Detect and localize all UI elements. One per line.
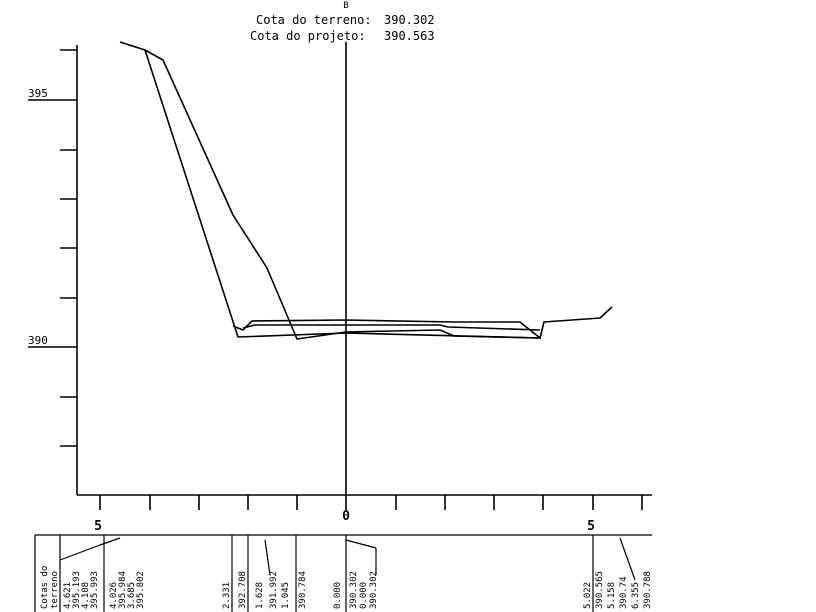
- table-cell: 390.565: [595, 571, 605, 609]
- table-cell: 0.000: [333, 582, 343, 609]
- profile-lines: [119, 41, 613, 340]
- y-label-395: 395: [28, 87, 48, 100]
- x-label-left-5: 5: [94, 519, 102, 534]
- table-cell: 6.355: [631, 582, 641, 609]
- header: B Cota do terreno: 390.302 Cota do proje…: [250, 1, 435, 43]
- project-elevation-label: Cota do projeto:: [250, 29, 366, 43]
- table-cell: 390.788: [643, 571, 653, 609]
- x-label-0: 0: [342, 509, 350, 524]
- terrain-elevation-value: 390.302: [384, 13, 435, 27]
- table-cell: 390.74: [619, 576, 629, 609]
- table-cell: 3.685: [127, 582, 137, 609]
- y-axis: [28, 45, 78, 495]
- project-elevation-value: 390.563: [384, 29, 435, 43]
- table-cell: 2.331: [222, 582, 232, 609]
- table-left-header: Cotas do terreno: [40, 566, 60, 609]
- table-cell: 5.022: [583, 582, 593, 609]
- table-cell: 395.802: [136, 571, 146, 609]
- table-cell: 4.108: [81, 582, 91, 609]
- table-header-line-1: Cotas do: [40, 566, 50, 609]
- table-columns: 4.621 395.193 4.108 395.993 4.026 395.98…: [63, 571, 653, 609]
- table-cell: 5.158: [607, 582, 617, 609]
- project-profile-inner: [242, 324, 541, 331]
- table-cell: 390.302: [349, 571, 359, 609]
- project-profile-outer: [144, 49, 541, 339]
- table-cell: 395.984: [118, 571, 128, 609]
- table-cell: 390.302: [369, 571, 379, 609]
- elevation-table: [34, 534, 652, 612]
- table-cell: 4.026: [109, 582, 119, 609]
- section-letter: B: [343, 1, 348, 11]
- table-cell: 391.992: [269, 571, 279, 609]
- table-cell: 1.045: [281, 582, 291, 609]
- table-cell: 1.628: [255, 582, 265, 609]
- x-label-right-5: 5: [587, 519, 595, 534]
- terrain-profile: [119, 41, 613, 340]
- x-axis: [77, 494, 652, 510]
- table-cell: 392.708: [238, 571, 248, 609]
- table-cell: 395.993: [90, 571, 100, 609]
- table-cell: 390.784: [298, 571, 308, 609]
- y-label-390: 390: [28, 334, 48, 347]
- table-cell: 395.193: [72, 571, 82, 609]
- table-cell: 4.621: [63, 582, 73, 609]
- table-cell: 0.000: [359, 582, 369, 609]
- terrain-elevation-label: Cota do terreno:: [256, 13, 372, 27]
- table-header-line-2: terreno: [50, 571, 60, 609]
